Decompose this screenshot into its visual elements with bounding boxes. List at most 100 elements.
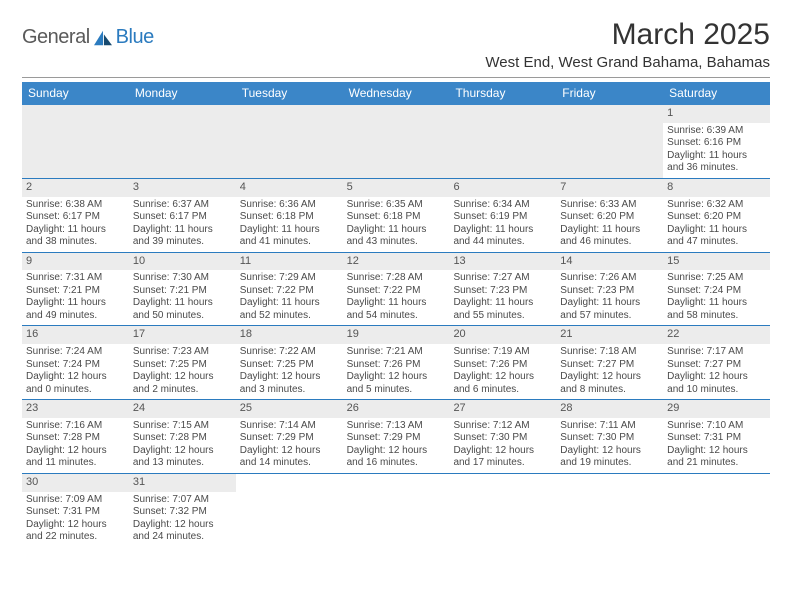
sunrise-line: Sunrise: 7:18 AM <box>560 346 659 359</box>
page-header: General Blue March 2025 West End, West G… <box>22 18 770 71</box>
day-number: 11 <box>236 253 343 271</box>
empty-day-cell <box>556 105 663 178</box>
day-cell: 31Sunrise: 7:07 AMSunset: 7:32 PMDayligh… <box>129 474 236 547</box>
empty-day-cell <box>129 105 236 178</box>
sunset-line: Sunset: 6:17 PM <box>26 211 125 224</box>
day-cell: 8Sunrise: 6:32 AMSunset: 6:20 PMDaylight… <box>663 179 770 252</box>
week-row: 30Sunrise: 7:09 AMSunset: 7:31 PMDayligh… <box>22 474 770 547</box>
sunset-line: Sunset: 7:22 PM <box>347 285 446 298</box>
sunset-line: Sunset: 7:24 PM <box>667 285 766 298</box>
day-number: 18 <box>236 326 343 344</box>
empty-day-cell <box>236 105 343 178</box>
weeks-container: 1Sunrise: 6:39 AMSunset: 6:16 PMDaylight… <box>22 105 770 547</box>
day-number: 12 <box>343 253 450 271</box>
sunrise-line: Sunrise: 7:10 AM <box>667 420 766 433</box>
day-number: 25 <box>236 400 343 418</box>
day-cell: 28Sunrise: 7:11 AMSunset: 7:30 PMDayligh… <box>556 400 663 473</box>
day-cell: 16Sunrise: 7:24 AMSunset: 7:24 PMDayligh… <box>22 326 129 399</box>
daylight-line: Daylight: 12 hours and 10 minutes. <box>667 371 766 396</box>
sunset-line: Sunset: 7:29 PM <box>240 432 339 445</box>
day-number: 15 <box>663 253 770 271</box>
sunrise-line: Sunrise: 7:07 AM <box>133 494 232 507</box>
daylight-line: Daylight: 12 hours and 19 minutes. <box>560 445 659 470</box>
sunrise-line: Sunrise: 7:27 AM <box>453 272 552 285</box>
sunrise-line: Sunrise: 7:22 AM <box>240 346 339 359</box>
day-number: 31 <box>129 474 236 492</box>
day-cell: 24Sunrise: 7:15 AMSunset: 7:28 PMDayligh… <box>129 400 236 473</box>
day-number: 27 <box>449 400 556 418</box>
sunset-line: Sunset: 7:21 PM <box>133 285 232 298</box>
week-row: 9Sunrise: 7:31 AMSunset: 7:21 PMDaylight… <box>22 253 770 327</box>
calendar-page: General Blue March 2025 West End, West G… <box>0 0 792 557</box>
daylight-line: Daylight: 12 hours and 24 minutes. <box>133 519 232 544</box>
location-subtitle: West End, West Grand Bahama, Bahamas <box>485 54 770 71</box>
day-cell: 13Sunrise: 7:27 AMSunset: 7:23 PMDayligh… <box>449 253 556 326</box>
daylight-line: Daylight: 11 hours and 54 minutes. <box>347 297 446 322</box>
empty-day-cell <box>22 105 129 178</box>
day-number: 29 <box>663 400 770 418</box>
sunset-line: Sunset: 7:26 PM <box>347 359 446 372</box>
sunset-line: Sunset: 6:20 PM <box>667 211 766 224</box>
empty-day-cell <box>236 474 343 547</box>
sunrise-line: Sunrise: 7:12 AM <box>453 420 552 433</box>
daylight-line: Daylight: 12 hours and 13 minutes. <box>133 445 232 470</box>
weekday-header: Tuesday <box>236 82 343 105</box>
day-cell: 7 Sunrise: 6:33 AMSunset: 6:20 PMDaylight… <box>556 179 663 252</box>
sunset-line: Sunset: 7:29 PM <box>347 432 446 445</box>
sunrise-line: Sunrise: 7:31 AM <box>26 272 125 285</box>
logo-text-general: General <box>22 26 90 49</box>
day-number: 2 <box>22 179 129 197</box>
daylight-line: Daylight: 12 hours and 16 minutes. <box>347 445 446 470</box>
day-cell: 10Sunrise: 7:30 AMSunset: 7:21 PMDayligh… <box>129 253 236 326</box>
weekday-header: Wednesday <box>343 82 450 105</box>
empty-day-cell <box>663 474 770 547</box>
daylight-line: Daylight: 12 hours and 17 minutes. <box>453 445 552 470</box>
daylight-line: Daylight: 11 hours and 43 minutes. <box>347 224 446 249</box>
day-number: 6 <box>449 179 556 197</box>
day-cell: 17Sunrise: 7:23 AMSunset: 7:25 PMDayligh… <box>129 326 236 399</box>
day-cell: 14Sunrise: 7:26 AMSunset: 7:23 PMDayligh… <box>556 253 663 326</box>
sunset-line: Sunset: 7:27 PM <box>667 359 766 372</box>
day-cell: 2Sunrise: 6:38 AMSunset: 6:17 PMDaylight… <box>22 179 129 252</box>
day-cell: 26Sunrise: 7:13 AMSunset: 7:29 PMDayligh… <box>343 400 450 473</box>
day-cell: 18Sunrise: 7:22 AMSunset: 7:25 PMDayligh… <box>236 326 343 399</box>
day-cell: 27 Sunrise: 7:12 AMSunset: 7:30 PMDayligh… <box>449 400 556 473</box>
sunset-line: Sunset: 7:23 PM <box>560 285 659 298</box>
daylight-line: Daylight: 11 hours and 46 minutes. <box>560 224 659 249</box>
daylight-line: Daylight: 11 hours and 36 minutes. <box>667 150 766 175</box>
daylight-line: Daylight: 11 hours and 58 minutes. <box>667 297 766 322</box>
weekday-header: Saturday <box>663 82 770 105</box>
logo-text-blue: Blue <box>116 26 154 49</box>
empty-day-cell <box>449 474 556 547</box>
empty-day-cell <box>556 474 663 547</box>
sunset-line: Sunset: 7:22 PM <box>240 285 339 298</box>
sunset-line: Sunset: 7:30 PM <box>453 432 552 445</box>
week-row: 23Sunrise: 7:16 AMSunset: 7:28 PMDayligh… <box>22 400 770 474</box>
daylight-line: Daylight: 11 hours and 55 minutes. <box>453 297 552 322</box>
daylight-line: Daylight: 11 hours and 49 minutes. <box>26 297 125 322</box>
empty-day-cell <box>343 105 450 178</box>
weekday-header: Sunday <box>22 82 129 105</box>
month-title: March 2025 <box>485 18 770 52</box>
sunset-line: Sunset: 6:20 PM <box>560 211 659 224</box>
daylight-line: Daylight: 11 hours and 44 minutes. <box>453 224 552 249</box>
sunrise-line: Sunrise: 6:33 AM <box>560 199 659 212</box>
sunrise-line: Sunrise: 6:37 AM <box>133 199 232 212</box>
daylight-line: Daylight: 11 hours and 38 minutes. <box>26 224 125 249</box>
empty-day-cell <box>449 105 556 178</box>
day-number: 13 <box>449 253 556 271</box>
day-number: 9 <box>22 253 129 271</box>
day-cell: 6Sunrise: 6:34 AMSunset: 6:19 PMDaylight… <box>449 179 556 252</box>
daylight-line: Daylight: 11 hours and 50 minutes. <box>133 297 232 322</box>
day-cell: 22Sunrise: 7:17 AMSunset: 7:27 PMDayligh… <box>663 326 770 399</box>
logo: General Blue <box>22 18 154 49</box>
day-cell: 29Sunrise: 7:10 AMSunset: 7:31 PMDayligh… <box>663 400 770 473</box>
day-number: 24 <box>129 400 236 418</box>
sunrise-line: Sunrise: 7:28 AM <box>347 272 446 285</box>
day-number: 7 <box>556 179 663 197</box>
day-number: 20 <box>449 326 556 344</box>
calendar-grid: SundayMondayTuesdayWednesdayThursdayFrid… <box>22 82 770 547</box>
day-cell: 5Sunrise: 6:35 AMSunset: 6:18 PMDaylight… <box>343 179 450 252</box>
daylight-line: Daylight: 11 hours and 47 minutes. <box>667 224 766 249</box>
daylight-line: Daylight: 11 hours and 41 minutes. <box>240 224 339 249</box>
